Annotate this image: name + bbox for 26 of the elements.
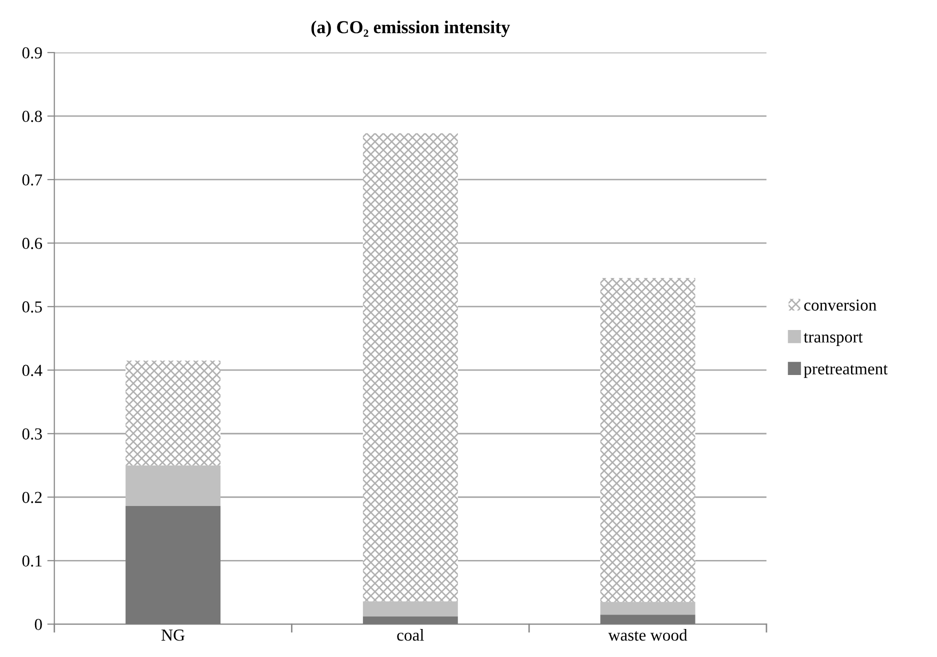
legend-label: pretreatment: [804, 364, 888, 378]
legend-label: conversion: [804, 299, 876, 311]
y-tick-label: 0.5: [22, 301, 42, 313]
bar: [126, 465, 221, 506]
y-tick-label: 0.7: [22, 174, 42, 186]
bar: [126, 506, 221, 624]
bar: [126, 360, 221, 466]
bar: [600, 602, 696, 615]
bar: [362, 601, 458, 617]
bar: [600, 614, 696, 624]
x-tick-label: NG: [161, 630, 185, 641]
y-tick-label: 0.1: [22, 555, 42, 567]
y-tick-label: 0: [34, 618, 42, 630]
bar: [362, 616, 458, 624]
x-tick-label: waste wood: [608, 629, 688, 641]
x-tick-label: coal: [397, 629, 424, 641]
bar: [600, 278, 696, 602]
legend-label: transport: [804, 333, 863, 346]
y-tick-label: 0.3: [22, 428, 42, 440]
y-tick-label: 0.8: [22, 110, 42, 122]
y-tick-label: 0.6: [22, 238, 42, 250]
bar: [362, 133, 458, 602]
y-tick-label: 0.2: [22, 492, 42, 504]
y-tick-label: 0.9: [22, 47, 42, 59]
y-tick-label: 0.4: [22, 364, 42, 376]
chart-title: (a) CO₂ emission intensity: [311, 20, 510, 38]
